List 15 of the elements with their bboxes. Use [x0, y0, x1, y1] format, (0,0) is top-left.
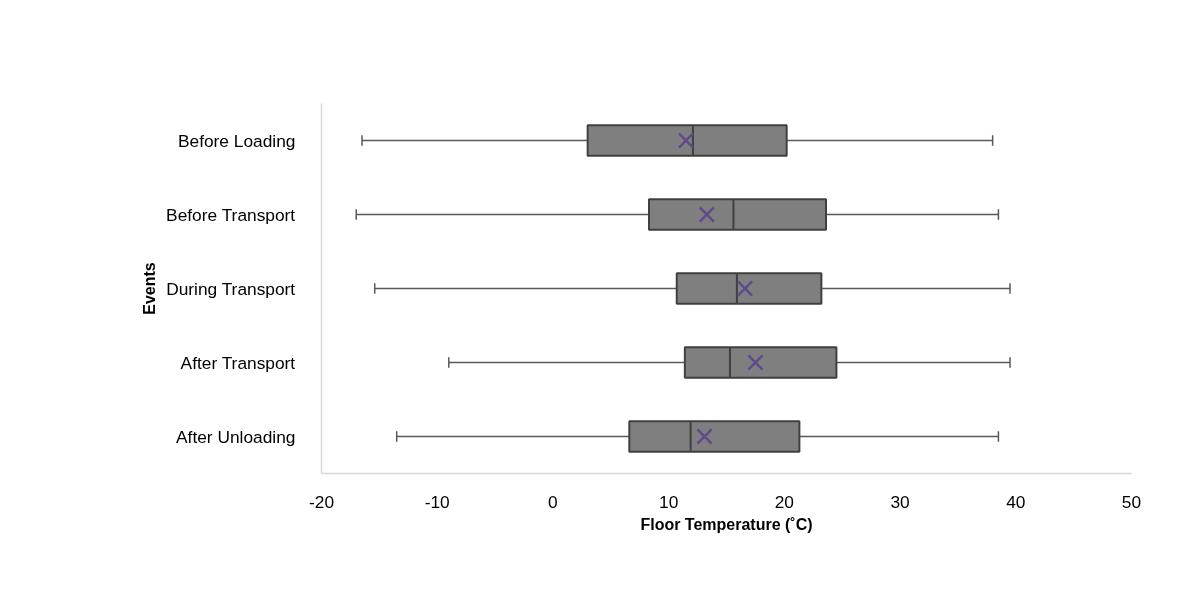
x-tick-label: 10 — [659, 491, 679, 512]
y-tick-label: Before Transport — [166, 204, 296, 225]
x-tick-label: 30 — [890, 491, 910, 512]
x-tick-label: 50 — [1121, 491, 1142, 512]
y-tick-label: After Unloading — [176, 426, 296, 447]
y-tick-label: After Transport — [180, 352, 296, 373]
y-tick-label: During Transport — [166, 278, 296, 299]
x-tick-label: 40 — [1006, 491, 1026, 512]
x-tick-label: -10 — [424, 491, 450, 512]
x-axis-title: Floor Temperature (˚C) — [640, 515, 813, 533]
x-tick-label: 0 — [548, 491, 558, 512]
x-tick-label: -20 — [308, 491, 335, 512]
y-tick-label: Before Loading — [177, 130, 296, 151]
y-axis-title: Events — [141, 262, 159, 315]
x-tick-label: 20 — [774, 491, 794, 512]
